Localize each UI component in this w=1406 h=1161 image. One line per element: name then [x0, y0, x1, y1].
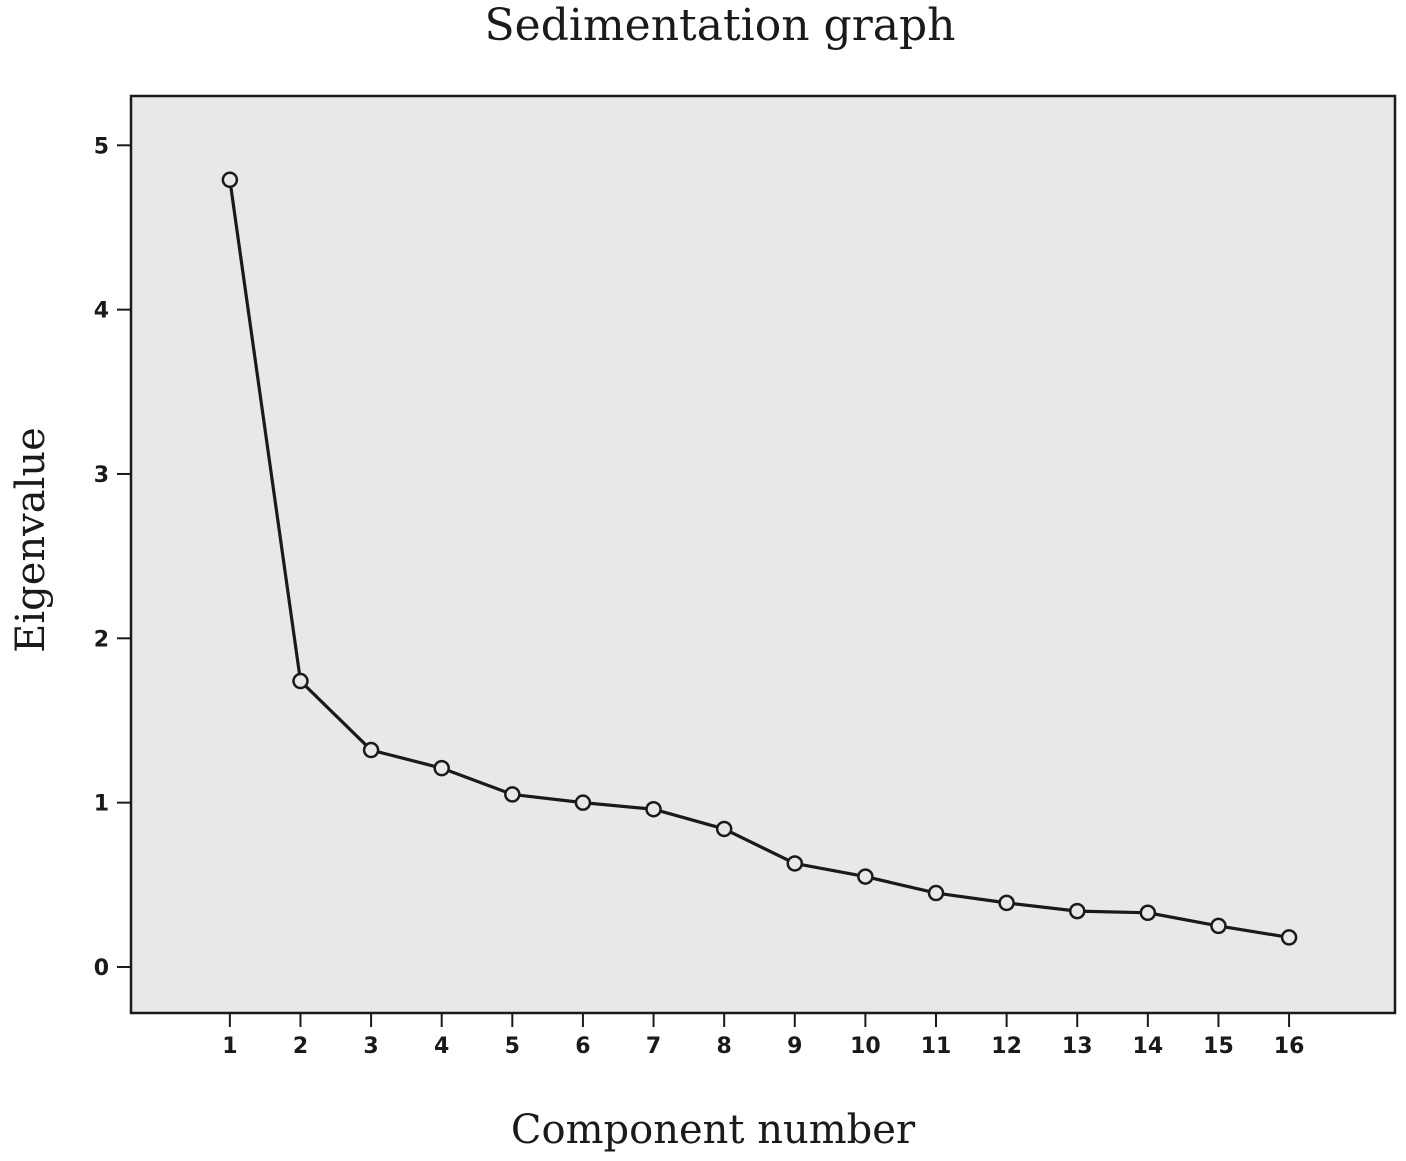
data-point	[857, 868, 874, 885]
x-axis: 1 2 3 4 5 6 7 8 9 10 11 12 13 14 15 16	[222, 1013, 1304, 1059]
x-tick-label: 4	[434, 1034, 449, 1059]
y-tick-label: 2	[94, 627, 109, 652]
data-point	[645, 800, 662, 818]
data-point	[1068, 902, 1086, 920]
x-tick-label: 1	[222, 1034, 237, 1059]
data-point	[1280, 929, 1298, 946]
x-tick-label: 2	[293, 1034, 308, 1059]
data-point	[715, 820, 733, 838]
data-point	[362, 741, 380, 759]
plot-area	[129, 94, 1397, 1015]
series-layer	[221, 171, 1298, 946]
data-point	[1139, 904, 1157, 922]
x-tick-label: 14	[1133, 1034, 1164, 1059]
y-axis: 0 1 2 3 4 5	[94, 134, 131, 981]
x-tick-label: 15	[1203, 1034, 1234, 1059]
x-tick-label: 13	[1062, 1034, 1093, 1059]
data-point	[221, 171, 239, 189]
x-axis-title: Component number	[511, 1107, 916, 1153]
series-line	[228, 179, 1290, 939]
y-tick-label: 1	[94, 792, 109, 817]
y-tick-label: 5	[94, 134, 109, 159]
x-tick-label: 8	[717, 1034, 732, 1059]
data-point	[1210, 917, 1227, 935]
x-tick-label: 3	[363, 1034, 378, 1059]
x-tick-label: 7	[646, 1034, 661, 1059]
x-tick-label: 10	[850, 1034, 881, 1059]
y-tick-label: 3	[94, 463, 109, 488]
data-point	[786, 855, 804, 872]
data-point	[504, 786, 521, 803]
y-tick-label: 0	[94, 956, 109, 981]
data-point	[927, 884, 945, 902]
x-tick-label: 16	[1274, 1034, 1305, 1059]
data-point	[998, 894, 1015, 912]
data-point	[433, 759, 450, 777]
y-axis-title: Eigenvalue	[8, 427, 54, 653]
chart-title: Sedimentation graph	[485, 0, 956, 51]
x-tick-label: 9	[787, 1034, 802, 1059]
x-tick-label: 6	[575, 1034, 590, 1059]
x-tick-label: 12	[991, 1034, 1022, 1059]
data-point	[292, 672, 309, 690]
data-point	[574, 794, 592, 811]
y-tick-label: 4	[94, 299, 109, 324]
x-tick-label: 11	[921, 1034, 952, 1059]
x-tick-label: 5	[505, 1034, 520, 1059]
